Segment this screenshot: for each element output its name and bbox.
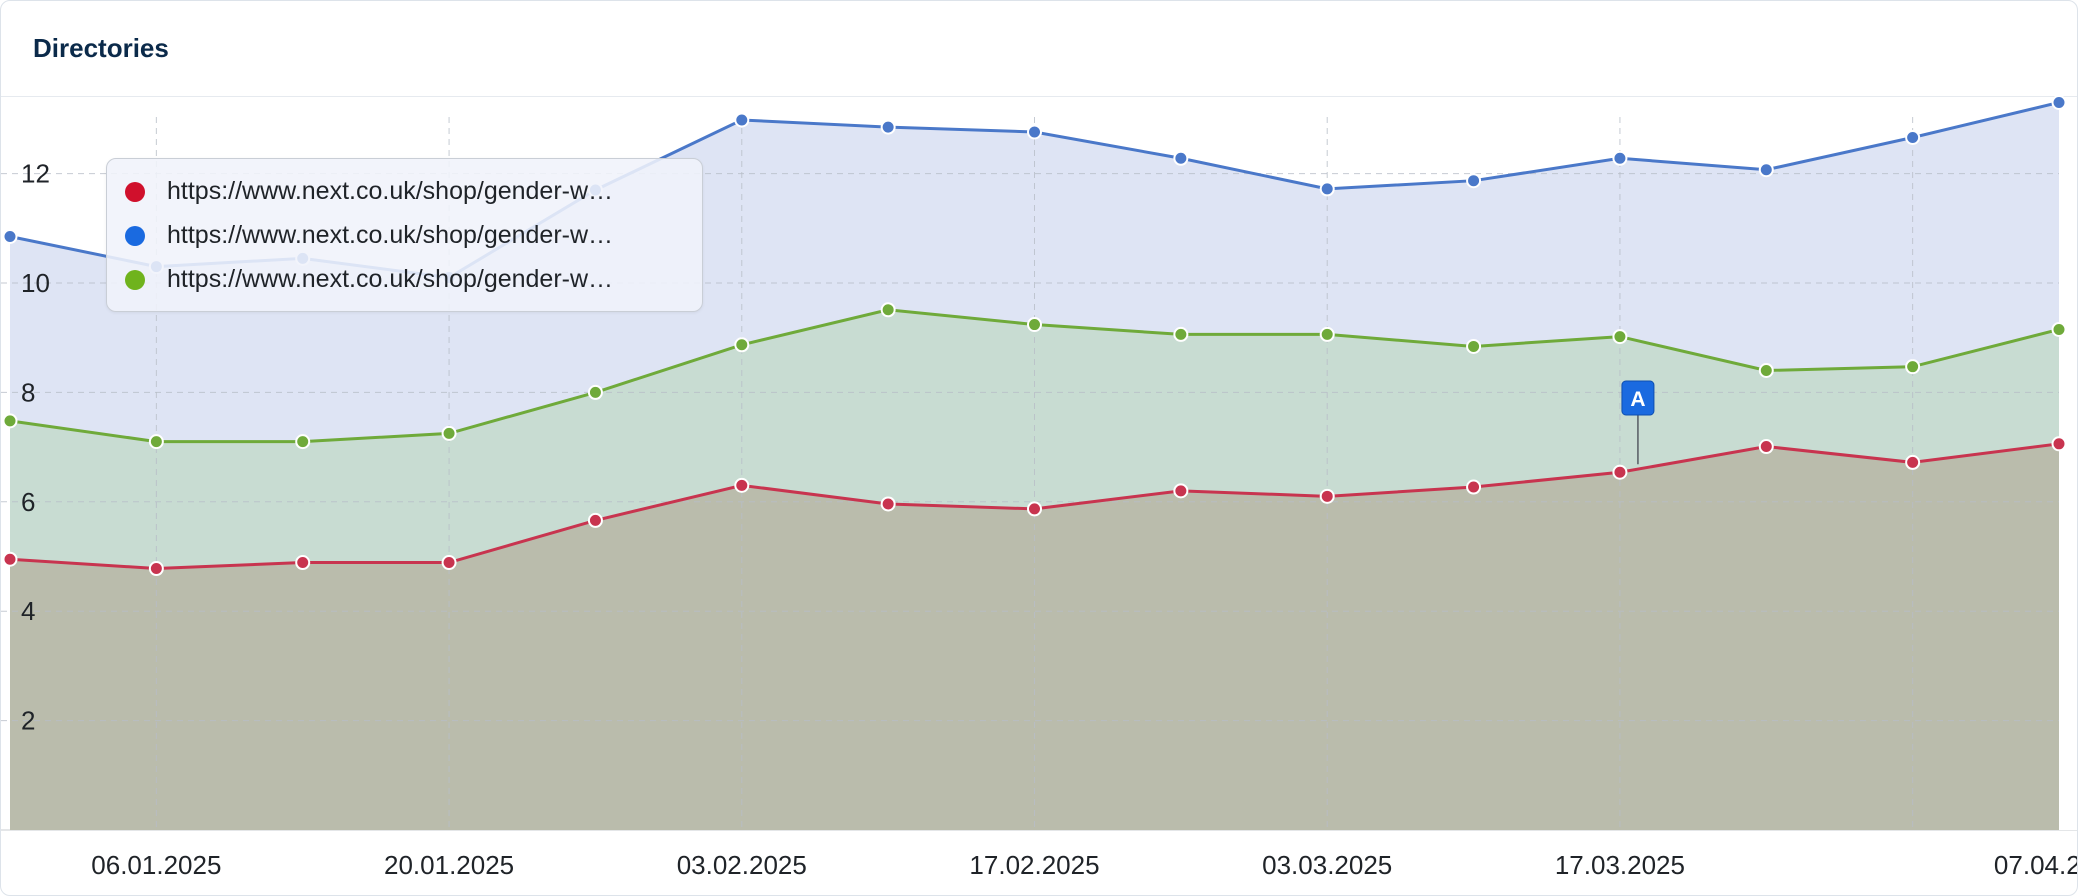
data-point [1173,326,1189,342]
data-point [1612,329,1628,345]
x-tick-label: 03.02.2025 [677,850,807,880]
data-point [148,561,164,577]
data-point [1027,317,1042,333]
annotation-label: A [1630,388,1645,411]
data-point [1173,150,1189,166]
data-point [734,337,750,353]
data-point [587,512,603,528]
data-point [441,425,457,441]
data-point [1027,501,1042,517]
data-point [1612,464,1628,480]
data-point [1612,150,1628,166]
data-point [1466,338,1482,354]
data-point [1173,483,1189,499]
legend-label: https://www.next.co.uk/shop/gender-w… [167,265,614,293]
data-point [1466,479,1482,495]
x-tick-label: 20.01.2025 [384,850,514,880]
data-point [2,551,18,567]
data-point [880,302,896,318]
legend-item[interactable]: https://www.next.co.uk/shop/gender-w… [125,217,695,253]
data-point [1319,326,1335,342]
y-tick-label: 2 [21,706,35,736]
data-point [1905,359,1921,375]
data-point [587,384,603,400]
legend-dot-green [125,270,145,290]
data-point [1905,454,1921,470]
x-tick-label: 07.04.2025 [1994,850,2077,880]
data-point [2,413,18,429]
legend-item[interactable]: https://www.next.co.uk/shop/gender-w… [125,261,695,297]
legend-dot-red [125,182,145,202]
y-tick-label: 10 [21,268,50,298]
legend-label: https://www.next.co.uk/shop/gender-w… [167,221,614,249]
data-point [2051,436,2067,452]
y-tick-label: 12 [21,159,50,189]
legend-dot-blue [125,226,145,246]
data-point [2051,321,2067,337]
x-tick-label: 06.01.2025 [91,850,221,880]
annotation-flag [1621,380,1655,416]
card-header: Directories [1,1,2077,97]
chart-legend: https://www.next.co.uk/shop/gender-w… ht… [106,158,703,312]
data-point [2,228,18,244]
x-tick-label: 17.02.2025 [969,850,1099,880]
data-point [880,496,896,512]
legend-label: https://www.next.co.uk/shop/gender-w… [167,177,614,205]
data-point [295,434,311,450]
data-point [1758,162,1774,178]
data-point [1758,363,1774,379]
x-tick-label: 03.03.2025 [1262,850,1392,880]
data-point [734,477,750,493]
data-point [1319,488,1335,504]
card-title: Directories [33,33,169,63]
data-point [734,112,750,128]
y-tick-label: 8 [21,377,35,407]
data-point [880,119,896,135]
data-point [1905,129,1921,145]
y-tick-label: 6 [21,487,35,517]
data-point [295,555,311,571]
data-point [1319,181,1335,197]
data-point [1758,439,1774,455]
y-tick-label: 4 [21,596,35,626]
x-tick-label: 17.03.2025 [1555,850,1685,880]
plot-right-mask [2059,97,2077,830]
data-point [2051,94,2067,110]
data-point [441,555,457,571]
data-point [1466,173,1482,189]
data-point [148,434,164,450]
data-point [1027,124,1042,140]
legend-item[interactable]: https://www.next.co.uk/shop/gender-w… [125,173,695,209]
